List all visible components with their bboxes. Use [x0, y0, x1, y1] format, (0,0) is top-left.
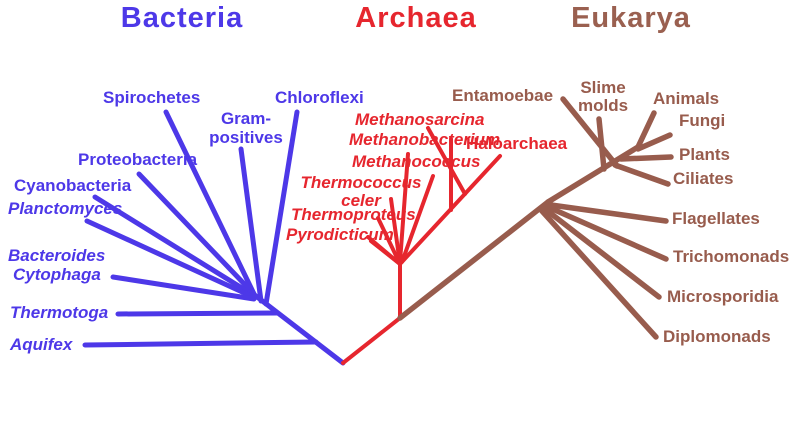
branch-cyanobacteria	[92, 194, 253, 296]
branch-flagellates	[548, 202, 669, 224]
label-thermococcus-celer: Thermococcus celer	[296, 174, 426, 210]
label-animals: Animals	[653, 89, 720, 108]
branch-trichomonads	[545, 204, 669, 262]
branch-bacteroides	[110, 274, 257, 302]
label-gram-positives-line2: positives	[209, 128, 283, 147]
branch-fungi	[635, 132, 673, 152]
branch-archaea-root	[341, 316, 402, 365]
label-thermotoga: Thermotoga	[10, 303, 109, 322]
branch-aquifex	[82, 339, 319, 348]
label-bacteroides-line1: Bacteroides	[8, 246, 106, 265]
branch-methanococcus	[400, 174, 435, 264]
label-slime-molds: Slime molds	[575, 79, 631, 115]
branch-methanosarcina	[426, 126, 467, 196]
domain-title-eukarya: Eukarya	[571, 2, 691, 34]
label-haloarchaea: Haloarchaea	[466, 134, 568, 153]
branch-methanobacterium	[398, 152, 410, 264]
branch-thermococcus	[389, 197, 402, 266]
label-methanococcus: Methanococcus	[352, 152, 481, 171]
label-slime-line2: molds	[577, 96, 629, 115]
branch-chloroflexi	[263, 109, 300, 307]
label-planctomyces: Planctomyces	[8, 199, 123, 218]
label-entamoebae: Entamoebae	[452, 86, 554, 105]
branch-proteobacteria	[136, 171, 254, 294]
label-methanobacterium: Methanobacterium	[349, 130, 501, 149]
branch-eukarya-trunk	[397, 199, 551, 321]
label-slime-line1: Slime	[580, 78, 626, 97]
label-chloroflexi: Chloroflexi	[275, 88, 364, 107]
label-proteobacteria: Proteobacteria	[78, 150, 198, 169]
branch-eukarya-chain	[545, 144, 641, 205]
label-thermococcus-line1: Thermococcus	[300, 173, 422, 192]
branch-gram-positives	[238, 146, 264, 304]
label-thermoproteus: Thermoproteus	[291, 205, 416, 224]
label-spirochetes: Spirochetes	[103, 88, 201, 107]
branch-ciliates	[612, 162, 671, 187]
label-trichomonads: Trichomonads	[673, 247, 790, 266]
branch-microsporidia	[542, 206, 662, 300]
label-gram-positives: Gram- positives	[207, 109, 285, 147]
label-pyrodicticum: Pyrodicticum	[286, 225, 394, 244]
label-gram-positives-line1: Gram-	[220, 109, 272, 128]
branch-entamoebae	[560, 96, 620, 169]
branch-thermoproteus	[376, 216, 402, 266]
label-aquifex: Aquifex	[10, 335, 73, 354]
label-diplomonads: Diplomonads	[663, 327, 771, 346]
domain-title-archaea: Archaea	[355, 2, 477, 34]
branch-spirochetes	[163, 109, 258, 299]
branch-thermotoga	[115, 310, 280, 317]
label-thermococcus-line2: celer	[341, 191, 381, 210]
branch-slime-molds	[596, 116, 607, 172]
label-flagellates: Flagellates	[672, 209, 760, 228]
branch-diplomonads	[539, 208, 659, 340]
label-bacteroides-line2: Cytophaga	[13, 265, 101, 284]
label-bacteroides-cytophaga: Bacteroides Cytophaga	[8, 246, 105, 284]
label-plants: Plants	[679, 145, 731, 164]
label-ciliates: Ciliates	[673, 169, 734, 188]
domain-title-bacteria: Bacteria	[120, 2, 244, 34]
label-methanosarcina: Methanosarcina	[355, 110, 485, 129]
branch-planctomyces	[84, 218, 254, 299]
label-cyanobacteria: Cyanobacteria	[14, 176, 132, 195]
label-microsporidia: Microsporidia	[667, 287, 779, 306]
branch-animals	[635, 110, 657, 150]
label-fungi: Fungi	[679, 111, 726, 130]
branch-pyrodicticum	[366, 235, 402, 266]
branch-plants	[618, 154, 674, 162]
